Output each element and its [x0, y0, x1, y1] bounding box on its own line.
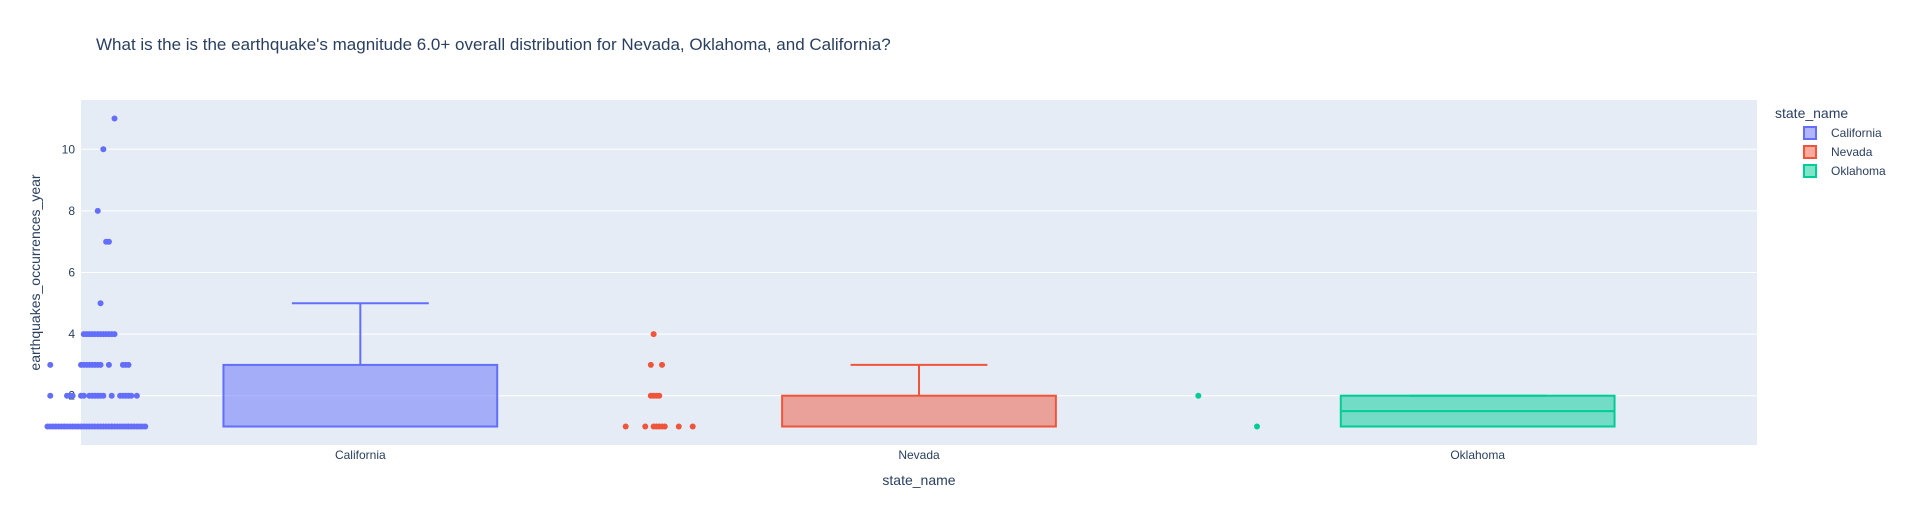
legend-swatch	[1803, 145, 1817, 159]
data-point	[111, 115, 118, 122]
data-point	[622, 423, 629, 430]
x-tick-label: California	[335, 448, 386, 462]
data-point	[69, 392, 76, 399]
x-tick-label: Nevada	[898, 448, 940, 462]
data-point	[105, 361, 112, 368]
data-point	[675, 423, 682, 430]
x-axis-title: state_name	[882, 472, 955, 488]
y-tick-label: 8	[68, 204, 75, 218]
data-point	[133, 392, 140, 399]
legend-item-nevada[interactable]: Nevada	[1803, 145, 1873, 159]
iqr-box	[781, 394, 1057, 428]
data-point	[94, 207, 101, 214]
data-point	[1195, 392, 1202, 399]
legend-label: Nevada	[1831, 145, 1873, 159]
data-point	[642, 423, 649, 430]
x-tick-label: Oklahoma	[1450, 448, 1505, 462]
data-point	[100, 392, 107, 399]
data-point	[689, 423, 696, 430]
data-point	[142, 423, 149, 430]
data-point	[111, 331, 118, 338]
iqr-box	[222, 363, 499, 428]
legend-item-california[interactable]: California	[1803, 126, 1882, 140]
box-trace	[44, 115, 499, 430]
data-point	[97, 361, 104, 368]
data-point	[661, 423, 668, 430]
data-point	[108, 392, 115, 399]
data-point	[80, 392, 87, 399]
legend-item-oklahoma[interactable]: Oklahoma	[1803, 164, 1886, 178]
x-tick-labels: California Nevada Oklahoma	[335, 448, 1505, 462]
chart-title: What is the is the earthquake's magnitud…	[96, 35, 891, 54]
legend-swatch	[1803, 164, 1817, 178]
data-point	[125, 361, 132, 368]
data-point	[656, 392, 663, 399]
box-trace	[622, 331, 1057, 430]
data-point	[1253, 423, 1260, 430]
data-point	[128, 392, 135, 399]
y-tick-label: 6	[68, 266, 75, 280]
legend-label: California	[1831, 126, 1882, 140]
legend[interactable]: state_name California Nevada Oklahoma	[1775, 105, 1886, 178]
data-point	[47, 392, 54, 399]
data-point	[47, 361, 54, 368]
data-point	[659, 361, 666, 368]
y-tick-label: 4	[68, 327, 75, 341]
data-point	[647, 361, 654, 368]
legend-swatch	[1803, 126, 1817, 140]
y-tick-label: 10	[62, 142, 76, 156]
data-point	[105, 238, 112, 245]
y-tick-labels: 246810	[62, 142, 76, 402]
data-point	[100, 146, 107, 153]
legend-label: Oklahoma	[1831, 164, 1886, 178]
box-trace	[1195, 392, 1616, 430]
data-point	[97, 300, 104, 307]
data-point	[650, 331, 657, 338]
legend-title: state_name	[1775, 105, 1848, 121]
box-traces	[44, 115, 1616, 430]
y-axis-title: earthquakes_occurrences_year	[27, 174, 43, 370]
